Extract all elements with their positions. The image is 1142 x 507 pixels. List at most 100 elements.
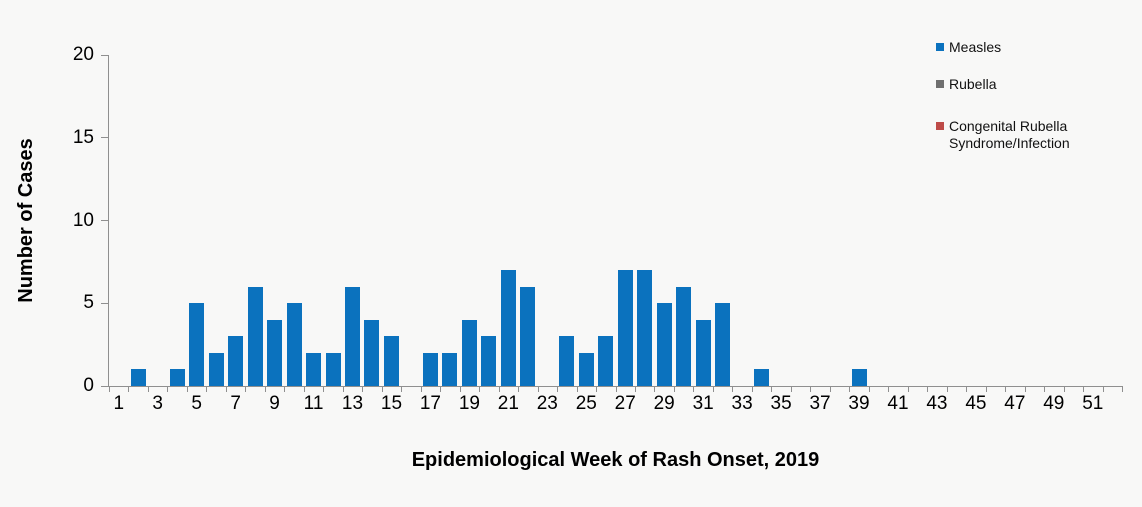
y-tick-label: 10 xyxy=(72,209,94,231)
x-tick-label-week-47: 47 xyxy=(1004,393,1026,414)
bar-measles-week-28 xyxy=(637,270,653,386)
x-tick-label-week-31: 31 xyxy=(692,393,714,414)
bar-measles-week-34 xyxy=(754,369,770,386)
legend-label: Rubella xyxy=(949,76,997,92)
x-tick-mark xyxy=(147,387,149,392)
bar-measles-week-13 xyxy=(345,286,360,386)
x-tick-mark xyxy=(557,387,559,392)
bar-measles-week-8 xyxy=(247,286,263,386)
legend-item-congenital-rubella-syndrome-infection: Congenital Rubella Syndrome/Infection xyxy=(936,118,1099,152)
x-tick-mark xyxy=(829,387,831,392)
x-tick-mark xyxy=(381,387,383,392)
legend-item-rubella: Rubella xyxy=(936,76,1099,93)
x-tick-mark xyxy=(985,387,987,392)
bar-measles-week-22 xyxy=(520,286,536,386)
x-tick-mark xyxy=(771,387,773,392)
plot-area xyxy=(109,55,1122,386)
x-tick-label-week-41: 41 xyxy=(887,393,909,414)
y-tick-label: 5 xyxy=(83,292,94,314)
x-tick-mark xyxy=(615,387,617,392)
bar-measles-week-18 xyxy=(442,352,458,386)
x-tick-mark xyxy=(284,387,286,392)
bar-measles-week-20 xyxy=(481,336,497,386)
bar-measles-week-26 xyxy=(598,336,614,386)
x-tick-mark xyxy=(128,387,130,392)
x-tick-mark xyxy=(790,387,792,392)
x-tick-label-week-43: 43 xyxy=(926,393,948,414)
y-tick-mark xyxy=(101,220,109,221)
x-tick-mark xyxy=(1005,387,1007,392)
legend-item-measles: Measles xyxy=(936,39,1099,56)
x-tick-mark xyxy=(849,387,851,392)
x-tick-label-week-15: 15 xyxy=(380,393,403,414)
x-tick-mark xyxy=(1122,387,1123,392)
x-tick-mark xyxy=(401,387,403,392)
x-tick-label-week-49: 49 xyxy=(1043,393,1065,414)
legend-label: Congenital Rubella Syndrome/Infection xyxy=(949,118,1070,151)
bar-measles-week-27 xyxy=(617,270,633,386)
x-tick-label-week-9: 9 xyxy=(269,393,280,414)
x-tick-mark xyxy=(1083,387,1085,392)
bar-measles-week-32 xyxy=(715,303,731,386)
x-tick-label-week-25: 25 xyxy=(575,393,597,414)
x-tick-label-week-51: 51 xyxy=(1082,393,1104,414)
x-tick-mark xyxy=(673,387,675,392)
x-tick-mark xyxy=(732,387,734,392)
bar-measles-week-15 xyxy=(383,336,399,386)
x-tick-mark xyxy=(362,387,364,392)
y-tick-mark xyxy=(101,302,109,304)
x-tick-mark xyxy=(576,387,578,392)
y-tick-label: 0 xyxy=(83,375,94,396)
x-tick-label-week-33: 33 xyxy=(731,393,753,414)
y-axis-line xyxy=(108,55,109,387)
x-tick-label-week-45: 45 xyxy=(965,393,987,414)
x-tick-label-week-35: 35 xyxy=(770,393,792,414)
x-tick-mark xyxy=(303,387,305,392)
x-tick-mark xyxy=(225,387,227,392)
y-axis-title: Number of Cases xyxy=(6,55,46,386)
bar-measles-week-29 xyxy=(656,303,672,386)
bar-measles-week-30 xyxy=(676,286,692,386)
x-tick-label-week-11: 11 xyxy=(303,393,324,414)
x-tick-mark xyxy=(634,387,636,392)
x-tick-mark xyxy=(693,387,695,392)
bar-measles-week-39 xyxy=(851,369,867,386)
bar-measles-week-25 xyxy=(578,352,594,386)
x-tick-label-week-19: 19 xyxy=(458,393,480,414)
x-tick-mark xyxy=(518,387,520,392)
x-tick-label-week-5: 5 xyxy=(191,393,202,414)
bar-measles-week-4 xyxy=(169,369,185,386)
x-tick-mark xyxy=(420,387,422,392)
legend-label: Measles xyxy=(949,39,1002,55)
x-tick-label-week-13: 13 xyxy=(341,393,364,414)
x-tick-mark xyxy=(440,387,442,392)
bar-measles-week-14 xyxy=(364,319,380,386)
y-tick-label: 15 xyxy=(72,126,94,148)
legend-swatch-icon xyxy=(936,122,944,130)
x-tick-mark xyxy=(186,387,188,392)
y-tick-mark xyxy=(101,137,109,139)
x-tick-label-week-27: 27 xyxy=(614,393,636,414)
x-tick-label-week-39: 39 xyxy=(848,393,870,414)
x-tick-label-week-21: 21 xyxy=(497,393,519,414)
x-tick-label-week-17: 17 xyxy=(419,393,441,414)
x-axis-title: Epidemiological Week of Rash Onset, 2019 xyxy=(411,449,820,471)
x-tick-mark xyxy=(907,387,909,392)
x-tick-mark xyxy=(712,387,714,392)
bar-measles-week-10 xyxy=(286,303,302,386)
x-tick-label-week-29: 29 xyxy=(653,393,675,414)
bar-measles-week-19 xyxy=(461,319,477,386)
bar-measles-week-7 xyxy=(228,336,244,386)
x-tick-mark xyxy=(868,387,870,392)
bar-measles-week-31 xyxy=(695,319,711,386)
x-tick-mark xyxy=(342,387,344,392)
bar-measles-week-21 xyxy=(500,270,516,386)
bar-measles-week-2 xyxy=(130,369,146,386)
x-tick-mark xyxy=(479,387,481,392)
x-axis-line xyxy=(101,386,1123,387)
x-tick-mark xyxy=(498,387,500,392)
y-tick-label: 20 xyxy=(72,44,94,65)
x-tick-mark xyxy=(109,387,110,392)
legend-swatch-icon xyxy=(936,80,944,88)
